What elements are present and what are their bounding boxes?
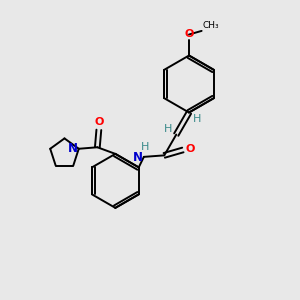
Text: O: O xyxy=(184,29,194,39)
Text: H: H xyxy=(164,124,172,134)
Text: N: N xyxy=(133,151,143,164)
Text: O: O xyxy=(186,144,195,154)
Text: H: H xyxy=(193,114,201,124)
Text: H: H xyxy=(141,142,149,152)
Text: CH₃: CH₃ xyxy=(203,21,219,30)
Text: N: N xyxy=(68,142,77,155)
Text: O: O xyxy=(94,117,104,127)
